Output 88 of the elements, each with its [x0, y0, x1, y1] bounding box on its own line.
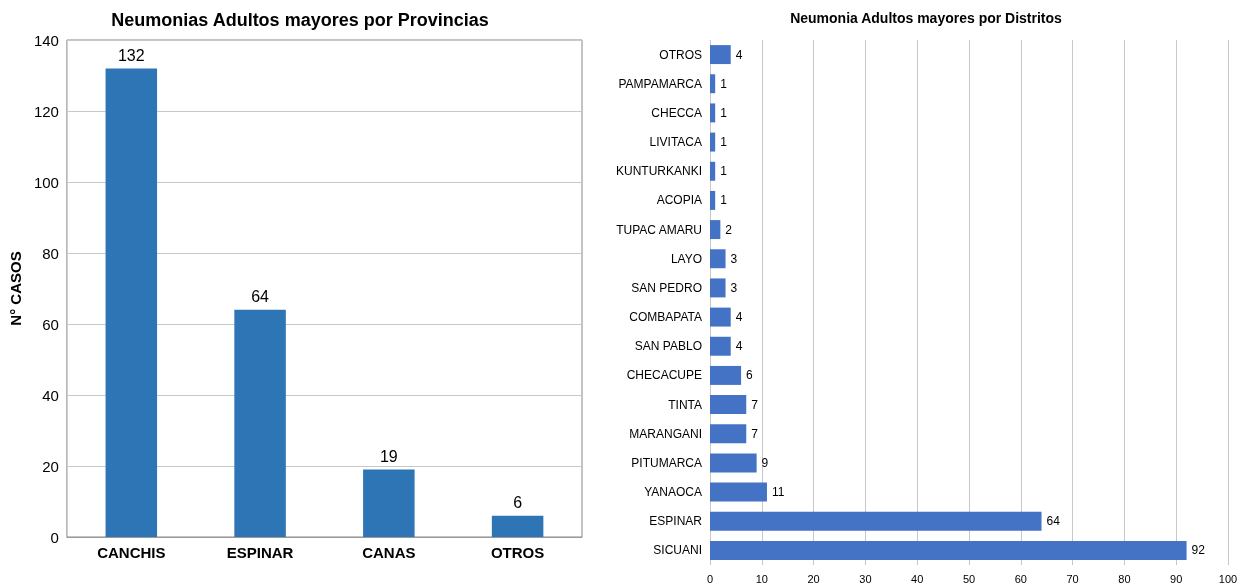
y-tick-label: OTROS — [659, 47, 702, 62]
x-tick-label: ESPINAR — [226, 544, 294, 561]
bar — [710, 278, 726, 298]
y-tick-label: TINTA — [668, 397, 702, 412]
y-tick-label: SAN PABLO — [634, 339, 702, 354]
x-tick-label: 60 — [1014, 572, 1027, 585]
data-label: 1 — [720, 105, 728, 120]
bar — [710, 45, 731, 65]
data-label: 92 — [1191, 543, 1206, 558]
data-label: 6 — [746, 368, 754, 383]
data-label: 3 — [730, 280, 738, 295]
bar — [710, 220, 721, 240]
data-label: 11 — [771, 485, 785, 500]
x-tick-label: 80 — [1118, 572, 1131, 585]
x-tick-label: 0 — [706, 572, 714, 585]
x-tick-label: 50 — [962, 572, 976, 585]
y-tick-label: YANAOCA — [644, 485, 702, 500]
bar — [710, 540, 1187, 560]
y-tick-label: 80 — [42, 244, 59, 262]
x-tick-label: 100 — [1218, 572, 1238, 585]
bar — [710, 132, 716, 152]
x-tick-label: 20 — [807, 572, 820, 585]
bar — [710, 74, 716, 94]
data-label: 132 — [117, 46, 145, 64]
chart-title: Neumonia Adultos mayores por Distritos — [790, 10, 1063, 26]
data-label: 1 — [720, 76, 728, 91]
data-label: 1 — [720, 164, 728, 179]
bar — [710, 336, 731, 356]
bar — [710, 307, 731, 327]
bar — [710, 249, 726, 269]
bar — [491, 515, 544, 537]
y-tick-label: MARANGANI — [629, 426, 702, 441]
y-tick-label: 140 — [33, 31, 59, 49]
data-label: 7 — [751, 426, 759, 441]
y-tick-label: CHECACUPE — [626, 368, 702, 383]
y-tick-label: LAYO — [670, 251, 702, 266]
data-label: 7 — [751, 397, 759, 412]
y-tick-label: 40 — [42, 386, 59, 404]
bar — [234, 309, 286, 537]
x-tick-label: CANAS — [362, 544, 416, 561]
y-tick-label: CHECCA — [651, 105, 702, 120]
y-axis-title: N° CASOS — [7, 251, 24, 326]
bar — [363, 469, 415, 537]
data-label: 19 — [379, 448, 398, 466]
x-tick-label: 30 — [859, 572, 872, 585]
bar — [710, 424, 747, 444]
bar — [710, 103, 716, 123]
y-tick-label: SICUANI — [653, 543, 702, 558]
y-tick-label: 0 — [50, 528, 59, 546]
y-tick-label: SAN PEDRO — [631, 280, 702, 295]
x-tick-label: OTROS — [490, 544, 545, 561]
bar — [710, 511, 1042, 531]
chart-title: Neumonias Adultos mayores por Provincias — [111, 10, 489, 30]
y-tick-label: PAMPAMARCA — [618, 76, 702, 91]
y-tick-label: KUNTURKANKI — [615, 164, 702, 179]
y-tick-label: COMBAPATA — [629, 310, 702, 325]
data-label: 6 — [513, 494, 523, 512]
y-tick-label: PITUMARCA — [631, 455, 702, 470]
bar — [710, 482, 767, 502]
x-tick-label: CANCHIS — [97, 544, 166, 561]
bar — [710, 453, 757, 473]
data-label: 64 — [251, 288, 270, 306]
y-tick-label: 120 — [33, 102, 59, 120]
data-label: 9 — [761, 455, 769, 470]
x-tick-label: 70 — [1066, 572, 1079, 585]
y-tick-label: ESPINAR — [649, 514, 703, 529]
data-label: 4 — [735, 339, 743, 354]
data-label: 3 — [730, 251, 738, 266]
data-label: 2 — [725, 222, 733, 237]
bar — [105, 68, 158, 537]
y-tick-label: 60 — [42, 315, 59, 333]
data-label: 4 — [735, 47, 743, 62]
bar — [710, 161, 716, 181]
bar — [710, 190, 716, 210]
bar — [710, 365, 742, 385]
data-label: 1 — [720, 135, 728, 150]
y-tick-label: LIVITACA — [649, 135, 702, 150]
y-tick-label: ACOPIA — [656, 193, 702, 208]
data-label: 4 — [735, 310, 743, 325]
bar — [710, 395, 747, 415]
x-tick-label: 10 — [755, 572, 768, 585]
x-tick-label: 40 — [911, 572, 924, 585]
data-label: 64 — [1046, 514, 1061, 529]
y-tick-label: TUPAC AMARU — [616, 222, 702, 237]
data-label: 1 — [720, 193, 728, 208]
x-tick-label: 90 — [1170, 572, 1183, 585]
y-tick-label: 20 — [42, 457, 59, 475]
y-tick-label: 100 — [33, 173, 59, 191]
